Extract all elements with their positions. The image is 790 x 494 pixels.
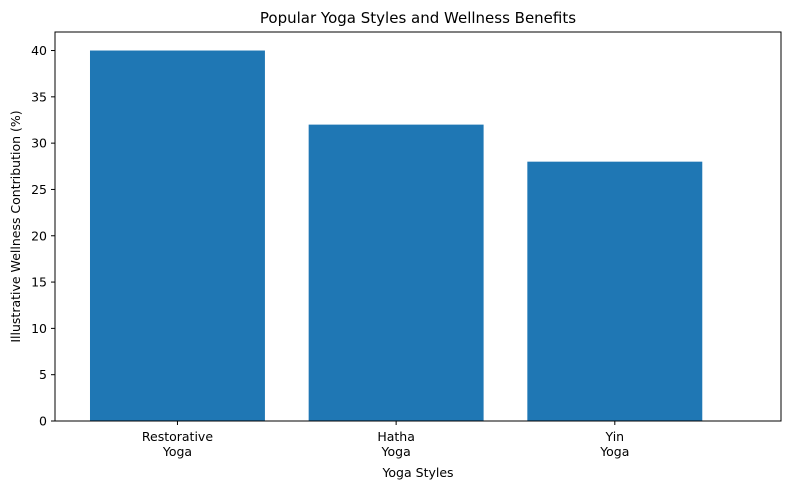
bars-layer — [89, 50, 703, 422]
y-tick-label: 5 — [39, 367, 47, 382]
y-tick-label: 20 — [31, 228, 47, 243]
y-axis-ticks: 0 5 10 15 20 25 30 35 40 — [31, 43, 55, 429]
x-tick-label: Restorative Yoga — [142, 429, 213, 459]
plot-frame — [54, 31, 782, 422]
chart-title: Popular Yoga Styles and Wellness Benefit… — [260, 9, 576, 27]
y-tick-label: 40 — [31, 43, 47, 58]
y-tick-label: 25 — [31, 182, 47, 197]
bar-3 — [527, 161, 703, 421]
y-tick-label: 30 — [31, 136, 47, 151]
y-tick-label: 10 — [31, 321, 47, 336]
y-tick-label: 15 — [31, 275, 47, 290]
bar-1 — [89, 50, 265, 422]
bar-2 — [308, 124, 484, 421]
y-axis-label: Illustrative Wellness Contribution (%) — [8, 110, 23, 342]
x-axis-ticks: Restorative Yoga Hatha Yoga Yin Yoga — [142, 421, 629, 459]
y-tick-label: 35 — [31, 89, 47, 104]
x-axis-label: Yoga Styles — [381, 465, 453, 480]
x-tick-label: Hatha Yoga — [377, 429, 415, 459]
x-tick-label: Yin Yoga — [599, 429, 629, 459]
y-tick-label: 0 — [39, 414, 47, 429]
